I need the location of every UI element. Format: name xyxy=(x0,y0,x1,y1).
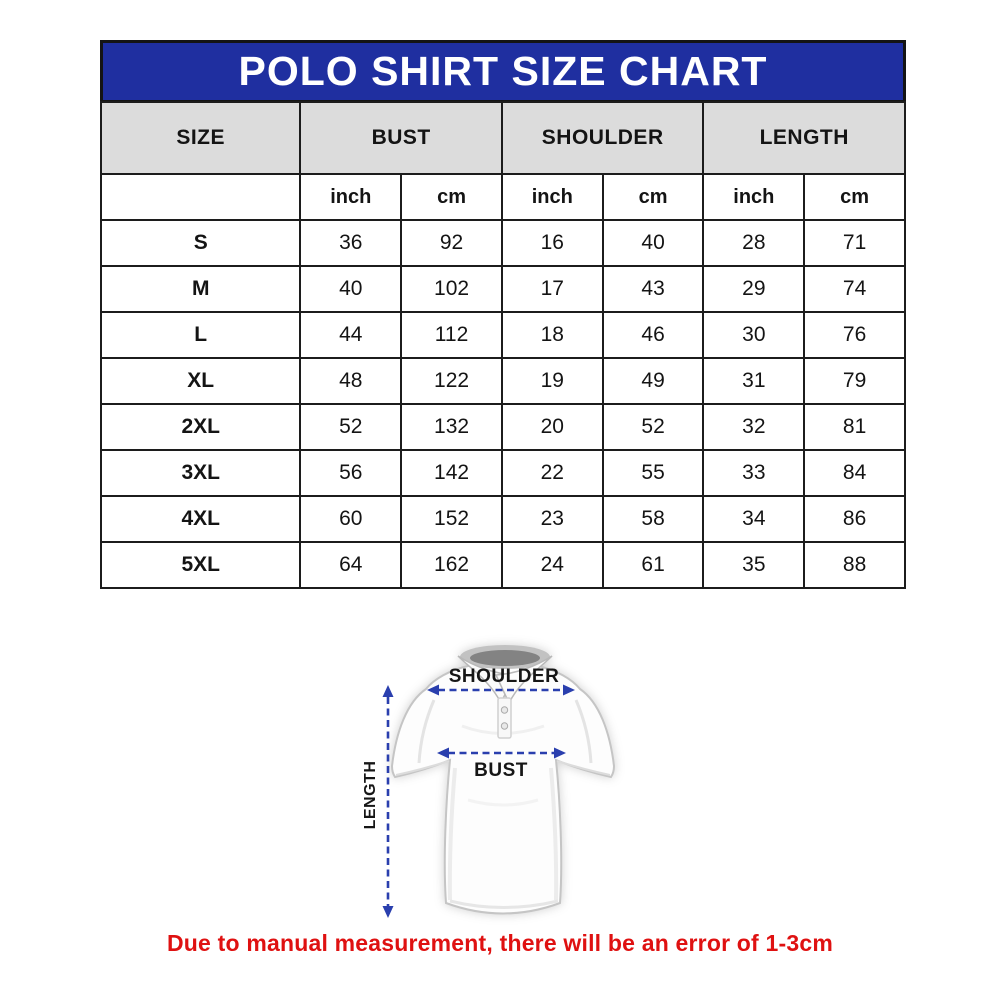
size-cell: L xyxy=(99,311,302,359)
value-cell: 36 xyxy=(299,219,403,267)
value-cell: 81 xyxy=(803,403,906,451)
size-cell: 4XL xyxy=(99,495,302,543)
value-cell: 43 xyxy=(601,265,705,313)
shirt-body xyxy=(390,661,616,915)
value-cell: 44 xyxy=(299,311,403,359)
value-cell: 152 xyxy=(400,495,503,543)
chart-title: POLO SHIRT SIZE CHART xyxy=(238,48,768,94)
value-cell: 162 xyxy=(400,541,503,589)
size-cell: 5XL xyxy=(99,541,302,589)
value-cell: 122 xyxy=(400,357,503,405)
value-cell: 92 xyxy=(400,219,503,267)
size-cell: 2XL xyxy=(99,403,302,451)
table-row-4xl: 4XL 60 152 23 58 34 86 xyxy=(99,495,906,543)
size-table: SIZE BUST SHOULDER LENGTH inch cm inch c… xyxy=(99,101,906,589)
value-cell: 28 xyxy=(702,219,806,267)
size-cell: M xyxy=(99,265,302,313)
value-cell: 71 xyxy=(803,219,906,267)
value-cell: 35 xyxy=(702,541,806,589)
shirt-placket xyxy=(497,697,512,739)
value-cell: 46 xyxy=(601,311,705,359)
size-cell: S xyxy=(99,219,302,267)
column-header-shoulder: SHOULDER xyxy=(500,101,705,175)
value-cell: 33 xyxy=(702,449,806,497)
value-cell: 32 xyxy=(702,403,806,451)
value-cell: 49 xyxy=(601,357,705,405)
value-cell: 132 xyxy=(400,403,503,451)
bust-arrow xyxy=(437,747,566,759)
polo-shirt-illustration xyxy=(390,645,616,915)
size-cell: XL xyxy=(99,357,302,405)
value-cell: 30 xyxy=(702,311,806,359)
table-row-m: M 40 102 17 43 29 74 xyxy=(99,265,906,313)
table-unit-header-row: inch cm inch cm inch cm xyxy=(99,173,906,221)
column-header-bust: BUST xyxy=(299,101,503,175)
value-cell: 142 xyxy=(400,449,503,497)
value-cell: 76 xyxy=(803,311,906,359)
value-cell: 23 xyxy=(500,495,604,543)
column-header-length: LENGTH xyxy=(702,101,906,175)
value-cell: 64 xyxy=(299,541,403,589)
value-cell: 22 xyxy=(500,449,604,497)
value-cell: 61 xyxy=(601,541,705,589)
value-cell: 55 xyxy=(601,449,705,497)
table-row-3xl: 3XL 56 142 22 55 33 84 xyxy=(99,449,906,497)
value-cell: 20 xyxy=(500,403,604,451)
shoulder-label: SHOULDER xyxy=(449,666,560,687)
value-cell: 34 xyxy=(702,495,806,543)
value-cell: 19 xyxy=(500,357,604,405)
unit-header: inch xyxy=(299,173,403,221)
value-cell: 112 xyxy=(400,311,503,359)
value-cell: 29 xyxy=(702,265,806,313)
unit-header-empty xyxy=(99,173,302,221)
value-cell: 52 xyxy=(299,403,403,451)
disclaimer-text: Due to manual measurement, there will be… xyxy=(166,930,833,956)
table-row-2xl: 2XL 52 132 20 52 32 81 xyxy=(99,403,906,451)
value-cell: 16 xyxy=(500,219,604,267)
value-cell: 31 xyxy=(702,357,806,405)
length-label: LENGTH xyxy=(362,761,379,830)
shoulder-arrow xyxy=(427,684,575,696)
value-cell: 40 xyxy=(601,219,705,267)
shirt-shading xyxy=(395,699,611,909)
unit-header: inch xyxy=(702,173,806,221)
value-cell: 102 xyxy=(400,265,503,313)
size-cell: 3XL xyxy=(99,449,302,497)
value-cell: 18 xyxy=(500,311,604,359)
value-cell: 40 xyxy=(299,265,403,313)
table-row-5xl: 5XL 64 162 24 61 35 88 xyxy=(99,541,906,589)
unit-header: cm xyxy=(601,173,705,221)
value-cell: 79 xyxy=(803,357,906,405)
table-row-l: L 44 112 18 46 30 76 xyxy=(99,311,906,359)
shirt-collar xyxy=(457,645,553,705)
unit-header: inch xyxy=(500,173,604,221)
measurement-arrows xyxy=(382,684,575,918)
unit-header: cm xyxy=(400,173,503,221)
length-arrow xyxy=(382,685,394,918)
value-cell: 52 xyxy=(601,403,705,451)
bust-label: BUST xyxy=(474,760,528,781)
value-cell: 17 xyxy=(500,265,604,313)
shirt-button xyxy=(500,706,509,714)
value-cell: 60 xyxy=(299,495,403,543)
shirt-button xyxy=(500,722,509,730)
value-cell: 84 xyxy=(803,449,906,497)
size-chart: POLO SHIRT SIZE CHART SIZE BUST SHOULDER… xyxy=(99,40,906,589)
table-row-s: S 36 92 16 40 28 71 xyxy=(99,219,906,267)
column-header-size: SIZE xyxy=(99,101,302,175)
table-row-xl: XL 48 122 19 49 31 79 xyxy=(99,357,906,405)
value-cell: 48 xyxy=(299,357,403,405)
value-cell: 88 xyxy=(803,541,906,589)
value-cell: 24 xyxy=(500,541,604,589)
value-cell: 58 xyxy=(601,495,705,543)
value-cell: 74 xyxy=(803,265,906,313)
value-cell: 86 xyxy=(803,495,906,543)
value-cell: 56 xyxy=(299,449,403,497)
unit-header: cm xyxy=(803,173,906,221)
chart-title-banner: POLO SHIRT SIZE CHART xyxy=(100,40,906,103)
table-group-header-row: SIZE BUST SHOULDER LENGTH xyxy=(99,101,906,175)
